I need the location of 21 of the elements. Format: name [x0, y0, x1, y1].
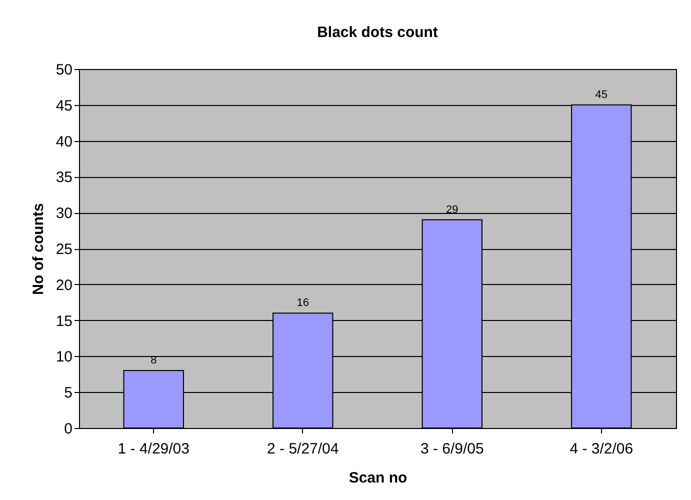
y-tick-label: 25 [56, 241, 72, 258]
y-tick-label: 20 [56, 276, 72, 294]
data-label: 29 [446, 204, 458, 216]
data-label: 16 [296, 297, 309, 310]
y-tick-label: 30 [56, 205, 72, 222]
x-tick-label: 2 - 5/27/04 [267, 440, 339, 458]
y-axis-title: No of counts [30, 203, 47, 295]
data-label: 45 [595, 88, 608, 101]
y-tick-label: 45 [56, 97, 72, 114]
x-tick-label: 4 - 3/2/06 [570, 440, 634, 458]
y-tick-label: 35 [56, 169, 72, 186]
y-tick-label: 5 [64, 384, 72, 402]
x-axis-title: Scan no [348, 470, 408, 486]
chart-title: Black dots count [317, 24, 438, 41]
y-tick-label: 15 [56, 312, 72, 330]
y-tick-label: 10 [56, 348, 72, 366]
x-tick-label: 1 - 4/29/03 [118, 440, 190, 458]
y-tick-label: 40 [56, 133, 72, 150]
y-tick-label: 0 [64, 420, 72, 438]
x-tick-label: 3 - 6/9/05 [420, 440, 484, 458]
y-tick-label: 50 [56, 62, 72, 78]
